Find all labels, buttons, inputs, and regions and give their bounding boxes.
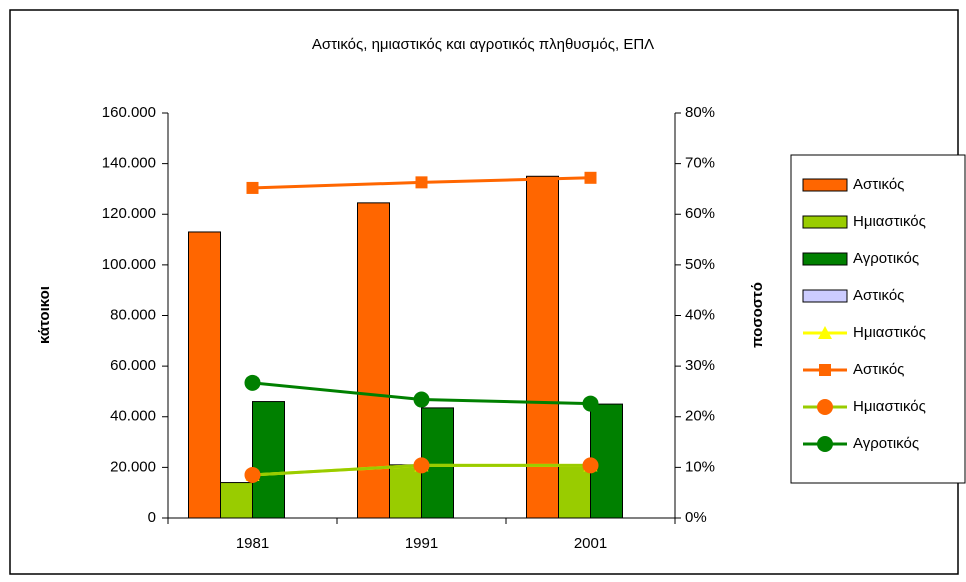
y2-tick-label: 0% xyxy=(685,509,707,526)
legend-marker xyxy=(817,399,833,415)
y2-tick-label: 70% xyxy=(685,155,715,172)
line-marker xyxy=(244,466,261,483)
y2-tick-label: 80% xyxy=(685,104,715,121)
legend-marker xyxy=(819,364,831,376)
y-tick-label: 100.000 xyxy=(102,256,156,273)
line-marker xyxy=(582,457,599,474)
legend-marker xyxy=(817,436,833,452)
y2-tick-label: 40% xyxy=(685,306,715,323)
y2-tick-label: 30% xyxy=(685,357,715,374)
y-tick-label: 0 xyxy=(148,509,156,526)
y2-tick-label: 50% xyxy=(685,256,715,273)
line-marker xyxy=(246,181,259,194)
legend-swatch xyxy=(802,252,848,266)
y-tick-label: 160.000 xyxy=(102,104,156,121)
bar xyxy=(220,482,253,519)
line-marker xyxy=(415,176,428,189)
legend-label: Αστικός xyxy=(853,287,904,304)
y-tick-label: 140.000 xyxy=(102,155,156,172)
legend-label: Ημιαστικός xyxy=(853,324,926,341)
y2-axis-title: ποσοστό xyxy=(749,282,766,348)
bar xyxy=(252,401,285,519)
line-marker xyxy=(413,457,430,474)
chart-title: Αστικός, ημιαστικός και αγροτικός πληθυσ… xyxy=(312,36,654,53)
y-tick-label: 20.000 xyxy=(110,458,156,475)
bar xyxy=(389,464,422,519)
legend-label: Αστικός xyxy=(853,361,904,378)
y-tick-label: 120.000 xyxy=(102,205,156,222)
y-axis-title: κάτοικοι xyxy=(36,286,53,344)
legend-label: Ημιαστικός xyxy=(853,213,926,230)
x-tick-label: 1981 xyxy=(236,535,269,552)
legend-label: Αγροτικός xyxy=(853,250,919,267)
line-marker xyxy=(582,395,599,412)
legend-label: Αστικός xyxy=(853,176,904,193)
x-tick-label: 2001 xyxy=(574,535,607,552)
legend-swatch xyxy=(802,178,848,192)
bar xyxy=(357,202,390,519)
y-tick-label: 40.000 xyxy=(110,408,156,425)
y2-tick-label: 10% xyxy=(685,458,715,475)
y-tick-label: 60.000 xyxy=(110,357,156,374)
y-tick-label: 80.000 xyxy=(110,306,156,323)
legend-label: Ημιαστικός xyxy=(853,398,926,415)
line-marker xyxy=(413,391,430,408)
bar xyxy=(188,231,221,519)
legend-swatch xyxy=(802,289,848,303)
line-marker xyxy=(244,374,261,391)
legend-box xyxy=(790,154,966,484)
bar xyxy=(558,464,591,519)
x-tick-label: 1991 xyxy=(405,535,438,552)
y2-tick-label: 20% xyxy=(685,408,715,425)
line-marker xyxy=(584,171,597,184)
legend-marker xyxy=(818,326,832,339)
legend-label: Αγροτικός xyxy=(853,435,919,452)
legend-swatch xyxy=(802,215,848,229)
y2-tick-label: 60% xyxy=(685,205,715,222)
